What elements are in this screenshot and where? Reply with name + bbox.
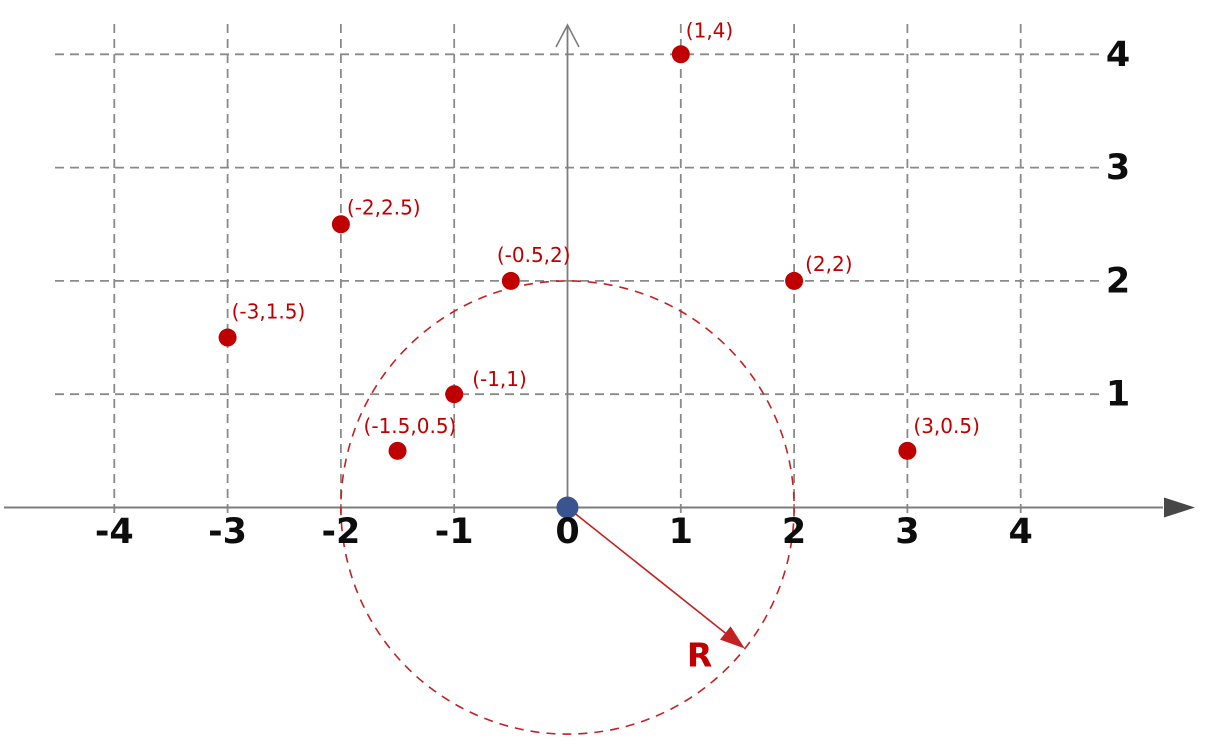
radius-label: R: [687, 636, 712, 675]
x-tick-label: 4: [1009, 512, 1033, 552]
point-coordinate-label: (3,0.5): [913, 414, 980, 438]
point-coordinate-label: (2,2): [805, 252, 852, 276]
point-coordinate-label: (-3,1.5): [232, 300, 306, 324]
radius-arrow-line: [570, 509, 729, 636]
point-coordinate-label: (-1,1): [472, 367, 527, 391]
origin-point: [556, 496, 579, 519]
x-tick-label: -4: [95, 512, 134, 552]
point-coordinate-label: (-2,2.5): [347, 195, 421, 219]
x-axis-arrowhead-icon: [1164, 497, 1195, 518]
scatter-point: [331, 215, 350, 234]
y-tick-label: 3: [1106, 148, 1130, 188]
x-tick-label: -2: [321, 512, 360, 552]
x-tick-label: 3: [895, 512, 919, 552]
x-tick-label: -1: [435, 512, 474, 552]
scatter-point: [218, 328, 237, 347]
point-coordinate-label: (1,4): [686, 18, 733, 42]
radius-circle: [340, 280, 795, 735]
radius-arrowhead-icon: [719, 626, 745, 649]
x-tick-label: 2: [782, 512, 806, 552]
scatter-point: [898, 441, 917, 460]
point-coordinate-label: (-0.5,2): [497, 243, 571, 267]
point-coordinate-label: (-1.5,0.5): [364, 414, 457, 438]
x-tick-label: -3: [208, 512, 247, 552]
y-tick-label: 1: [1106, 375, 1130, 415]
scatter-point: [445, 385, 464, 404]
scatter-point: [501, 271, 520, 290]
y-axis-arrowhead-icon: [555, 23, 580, 48]
y-tick-label: 4: [1106, 35, 1130, 75]
scatter-point: [671, 45, 690, 64]
scatter-point: [388, 441, 407, 460]
y-tick-label: 2: [1106, 261, 1130, 301]
x-tick-label: 0: [555, 512, 579, 552]
x-tick-label: 1: [669, 512, 693, 552]
scatter-point: [785, 271, 804, 290]
